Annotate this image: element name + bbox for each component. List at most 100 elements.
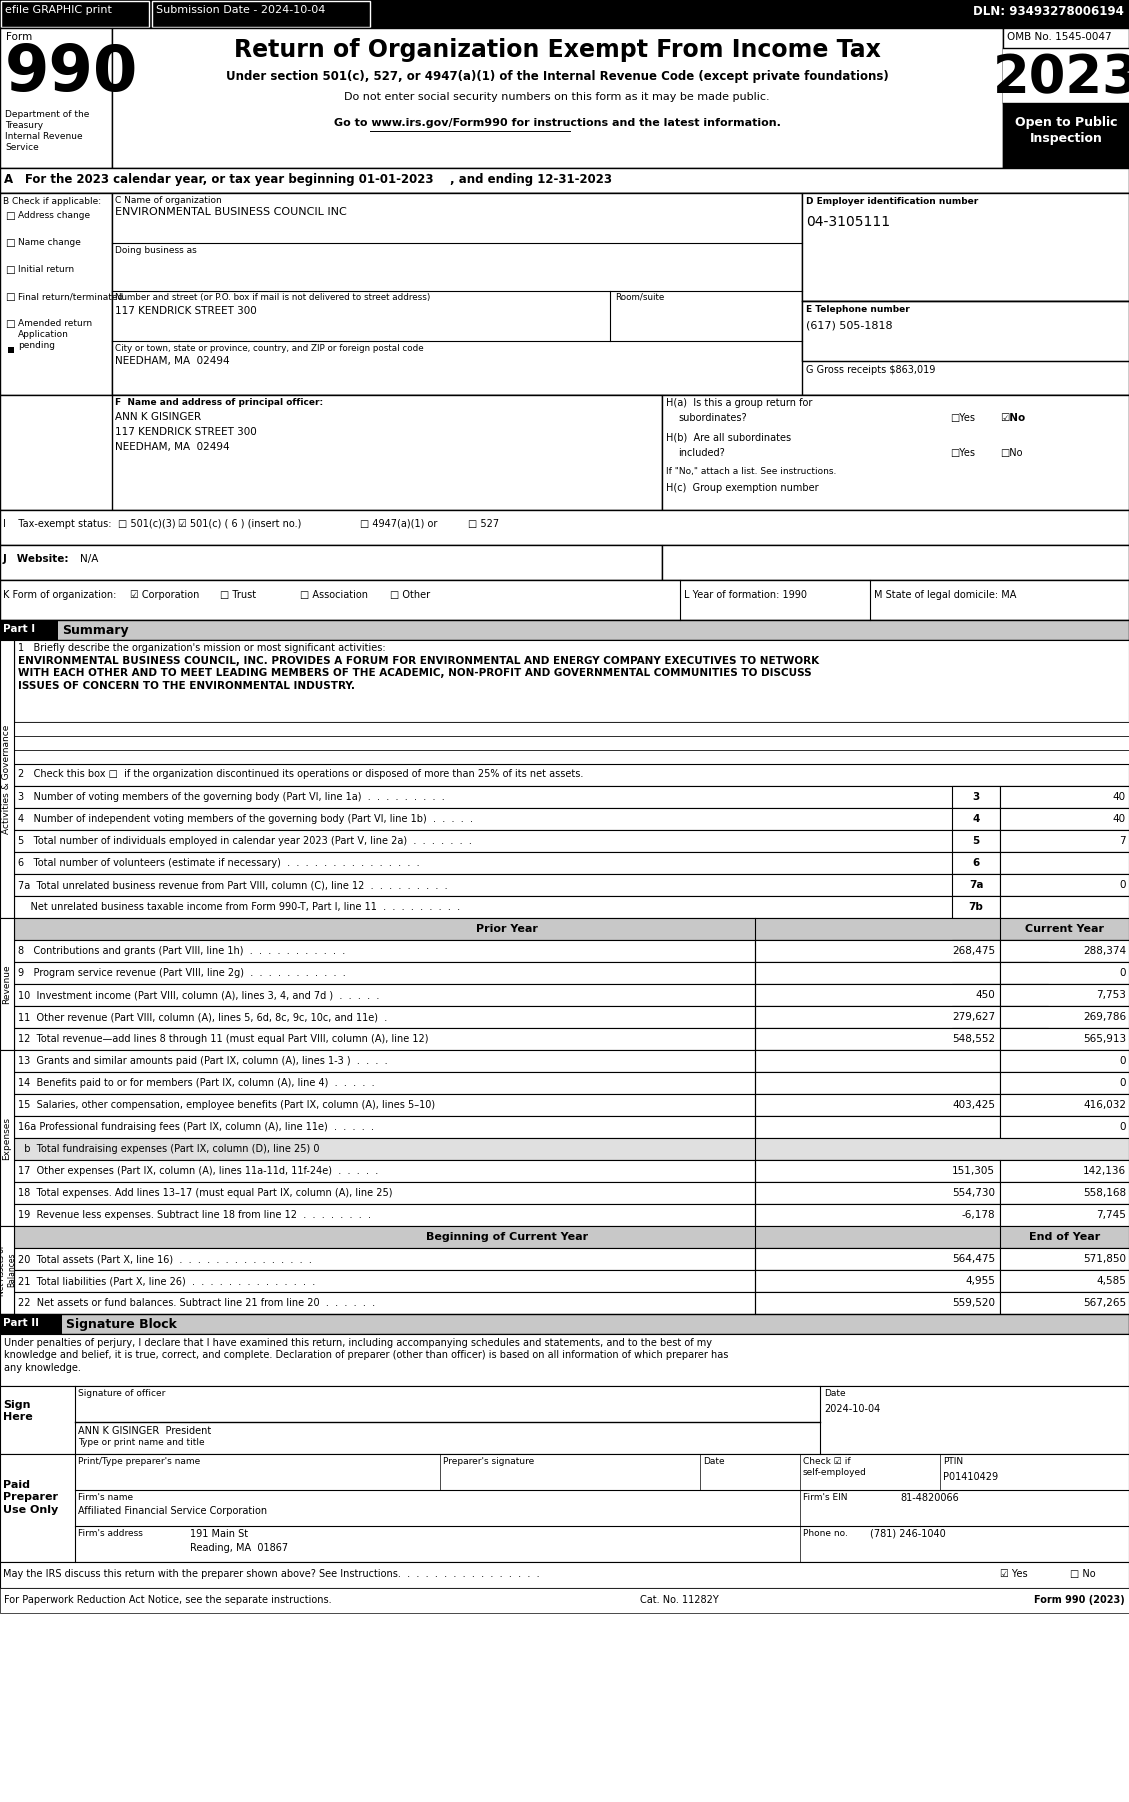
Text: 5: 5 (972, 836, 980, 845)
Bar (952, 1027, 1048, 1051)
Text: K Form of organization:: K Form of organization: (3, 589, 116, 600)
Bar (0, 1314, 1129, 1333)
Bar (0, 1333, 1129, 1386)
Text: Affiliated Financial Service Corporation: Affiliated Financial Service Corporation (78, 1506, 268, 1515)
Text: NEEDHAM, MA  02494: NEEDHAM, MA 02494 (115, 357, 229, 366)
Text: 7: 7 (1119, 836, 1126, 845)
Text: Expenses: Expenses (2, 1117, 11, 1159)
Bar (14, 1051, 1129, 1072)
Text: F  Name and address of principal officer:: F Name and address of principal officer: (115, 398, 323, 407)
Text: 7a: 7a (969, 879, 983, 890)
Text: pending: pending (18, 341, 55, 350)
Text: 22  Net assets or fund balances. Subtract line 21 from line 20  .  .  .  .  .  .: 22 Net assets or fund balances. Subtract… (18, 1297, 375, 1308)
Bar (952, 896, 1000, 917)
Text: 5   Total number of individuals employed in calendar year 2023 (Part V, line 2a): 5 Total number of individuals employed i… (18, 836, 472, 845)
Text: Form: Form (6, 32, 33, 41)
Text: Firm's EIN: Firm's EIN (803, 1494, 848, 1503)
Bar (755, 984, 1000, 1006)
Bar (14, 1270, 1129, 1292)
Text: ☑ Corporation: ☑ Corporation (130, 589, 200, 600)
Text: □: □ (5, 292, 15, 303)
Bar (0, 580, 1129, 620)
Text: 559,520: 559,520 (952, 1297, 995, 1308)
Text: 142,136: 142,136 (1083, 1166, 1126, 1177)
Bar (662, 395, 1129, 510)
Text: 10  Investment income (Part VIII, column (A), lines 3, 4, and 7d )  .  .  .  .  : 10 Investment income (Part VIII, column … (18, 989, 379, 1000)
Text: Print/Type preparer's name: Print/Type preparer's name (78, 1458, 200, 1467)
Text: Prior Year: Prior Year (476, 924, 537, 933)
Text: Room/suite: Room/suite (615, 294, 664, 303)
Bar (755, 1292, 1000, 1314)
Text: Part II: Part II (3, 1317, 40, 1328)
Text: C Name of organization: C Name of organization (115, 196, 221, 205)
Bar (755, 962, 1000, 984)
Text: Sign
Here: Sign Here (3, 1400, 33, 1422)
Bar (0, 0, 1129, 29)
Text: 7a  Total unrelated business revenue from Part VIII, column (C), line 12  .  .  : 7a Total unrelated business revenue from… (18, 879, 447, 890)
Bar (1000, 1115, 1129, 1139)
Text: 450: 450 (975, 989, 995, 1000)
Text: 2023: 2023 (992, 52, 1129, 105)
Text: □ Trust: □ Trust (220, 589, 256, 600)
Text: Do not enter social security numbers on this form as it may be made public.: Do not enter social security numbers on … (344, 92, 770, 103)
Text: 81-4820066: 81-4820066 (900, 1494, 959, 1503)
Text: For Paperwork Reduction Act Notice, see the separate instructions.: For Paperwork Reduction Act Notice, see … (5, 1595, 332, 1606)
Bar (952, 874, 1000, 896)
Text: □ No: □ No (1070, 1570, 1095, 1579)
Bar (14, 852, 1129, 874)
Text: subordinates?: subordinates? (679, 413, 746, 423)
Text: 0: 0 (1120, 968, 1126, 978)
Text: Current Year: Current Year (1025, 924, 1104, 933)
Bar (14, 750, 1129, 764)
Text: Part I: Part I (3, 623, 35, 634)
Bar (0, 620, 1129, 640)
Bar (1000, 786, 1129, 807)
Bar (1000, 941, 1129, 962)
Bar (0, 1225, 14, 1314)
Bar (0, 544, 662, 580)
Bar (1000, 831, 1129, 852)
Text: ☑ 501(c) ( 6 ) (insert no.): ☑ 501(c) ( 6 ) (insert no.) (178, 519, 301, 530)
Bar (952, 786, 1000, 807)
Text: Department of the
Treasury
Internal Revenue
Service: Department of the Treasury Internal Reve… (5, 110, 89, 153)
Bar (14, 1072, 1129, 1094)
Text: Signature of officer: Signature of officer (78, 1389, 165, 1398)
Bar (14, 723, 1129, 735)
Bar (14, 941, 1129, 962)
Bar (1000, 1204, 1129, 1225)
Bar (755, 1182, 1000, 1204)
Text: A For the 2023 calendar year, or tax year beginning 01-01-2023    , and ending 1: A For the 2023 calendar year, or tax yea… (5, 173, 612, 186)
Text: End of Year: End of Year (1029, 1233, 1100, 1242)
Text: Type or print name and title: Type or print name and title (78, 1438, 204, 1447)
Text: L Year of formation: 1990: L Year of formation: 1990 (684, 589, 807, 600)
Bar (1000, 1292, 1129, 1314)
Bar (14, 1160, 1129, 1182)
Bar (0, 1454, 1129, 1562)
Bar (14, 984, 1129, 1006)
Text: 571,850: 571,850 (1083, 1254, 1126, 1263)
Text: Firm's name: Firm's name (78, 1494, 133, 1503)
Bar (1, 2, 149, 27)
Bar (14, 735, 1129, 750)
Text: 4   Number of independent voting members of the governing body (Part VI, line 1b: 4 Number of independent voting members o… (18, 815, 473, 824)
Bar (1003, 103, 1129, 168)
Bar (112, 395, 662, 510)
Text: Reading, MA  01867: Reading, MA 01867 (190, 1543, 288, 1553)
Bar (0, 29, 1129, 168)
Bar (14, 807, 1129, 831)
Bar (0, 1588, 1129, 1613)
Text: Firm's address: Firm's address (78, 1530, 143, 1537)
Text: 565,913: 565,913 (1083, 1034, 1126, 1043)
Bar (1000, 1094, 1129, 1115)
Bar (112, 193, 802, 395)
Text: -6,178: -6,178 (962, 1209, 995, 1220)
Bar (755, 1094, 1000, 1115)
Bar (755, 1160, 1000, 1182)
Bar (14, 917, 1129, 941)
Bar (14, 1094, 1129, 1115)
Text: b  Total fundraising expenses (Part IX, column (D), line 25) 0: b Total fundraising expenses (Part IX, c… (18, 1144, 320, 1153)
Bar (1000, 1249, 1129, 1270)
Text: Summary: Summary (62, 623, 129, 636)
Text: 11  Other revenue (Part VIII, column (A), lines 5, 6d, 8c, 9c, 10c, and 11e)  .: 11 Other revenue (Part VIII, column (A),… (18, 1013, 387, 1022)
Bar (1000, 984, 1129, 1006)
